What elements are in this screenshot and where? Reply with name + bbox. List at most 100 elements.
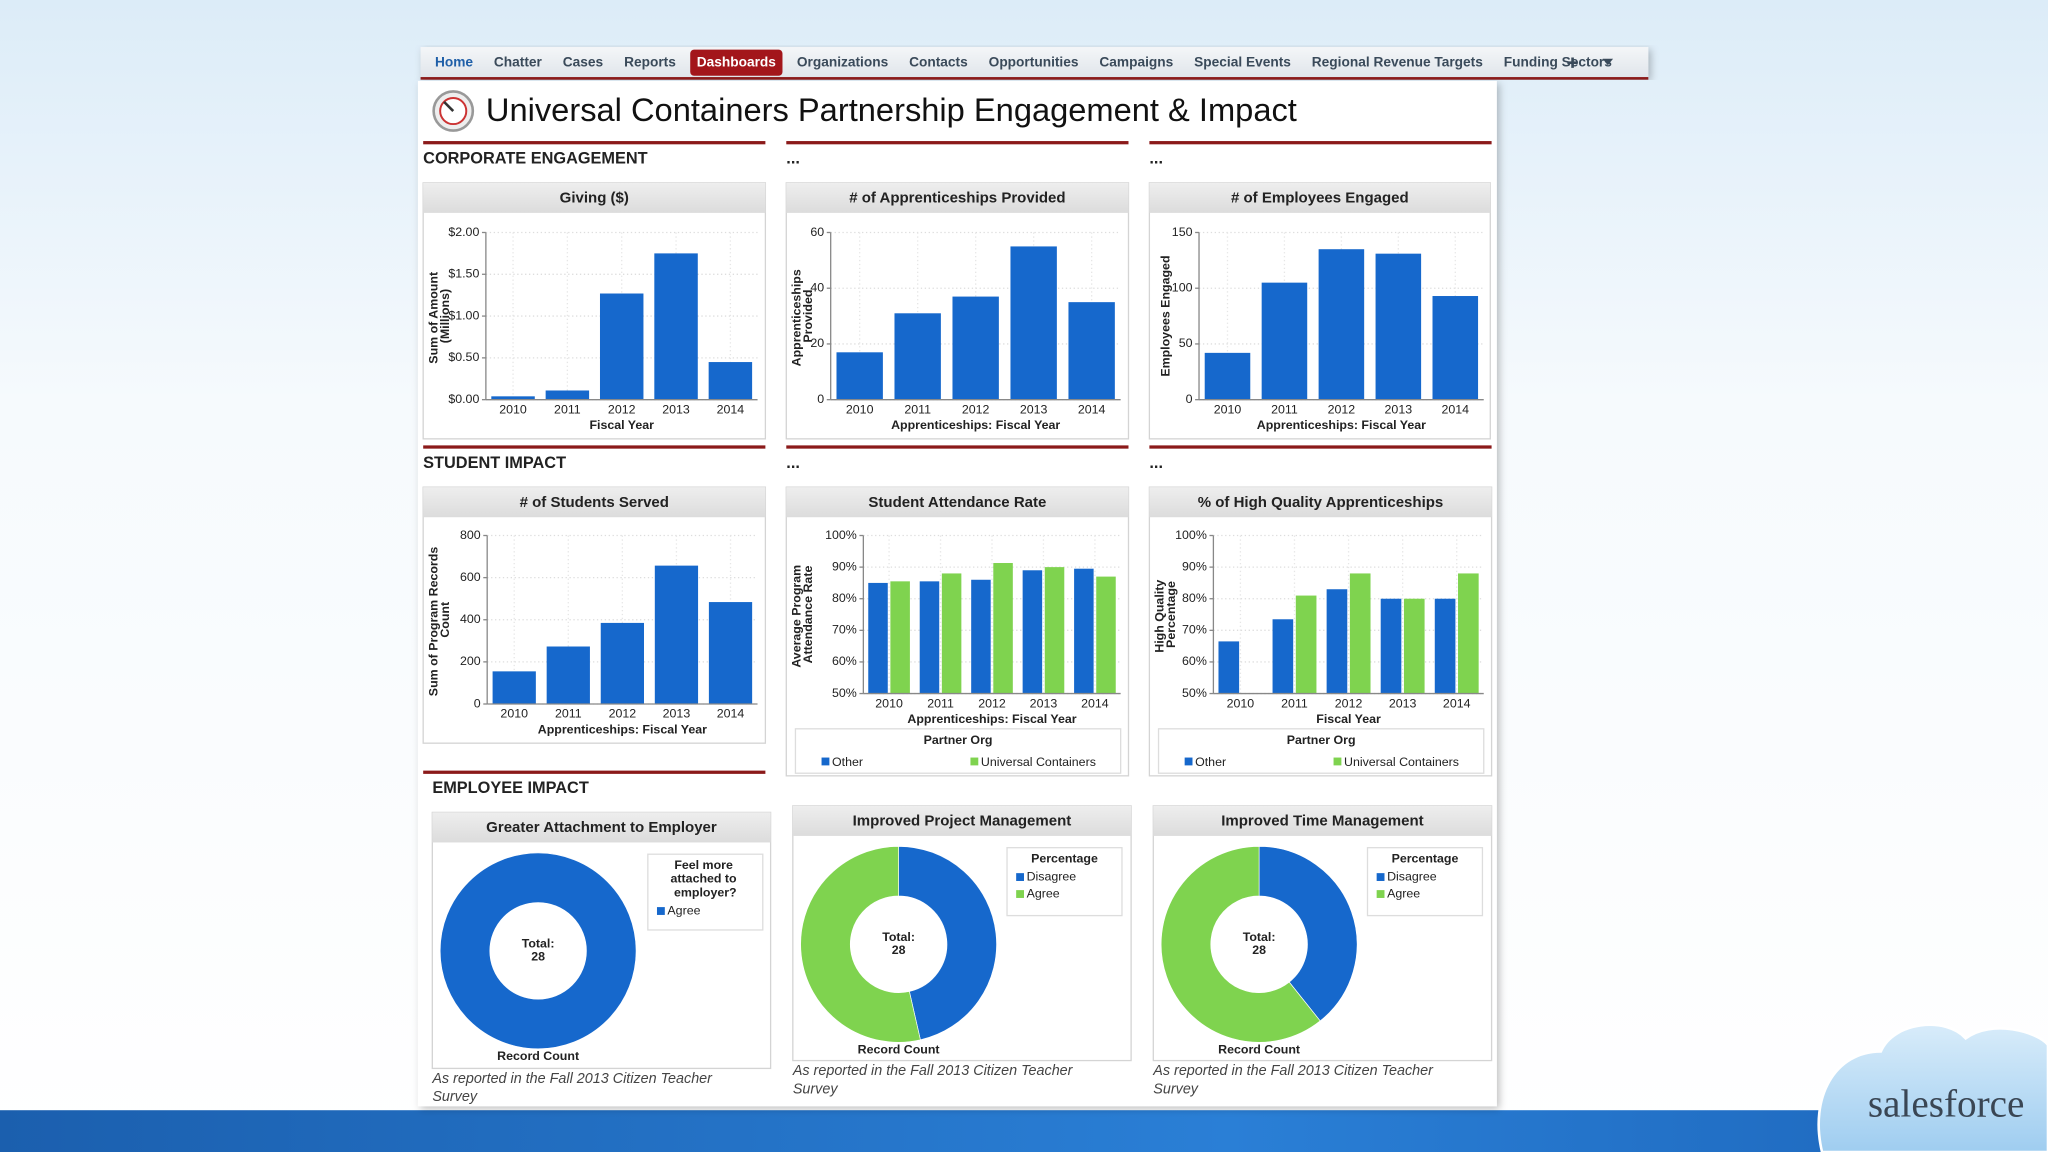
x-tick-label: 2014 (1441, 402, 1469, 416)
legend-label: Other (832, 755, 863, 769)
nav-item[interactable]: Cases (563, 54, 604, 69)
x-tick-label: 2012 (1335, 696, 1363, 710)
bar (971, 579, 991, 694)
x-tick-label: 2010 (1227, 696, 1255, 710)
bar (600, 622, 644, 704)
nav-item[interactable]: Organizations (797, 54, 889, 69)
x-tick-label: 2012 (1328, 402, 1356, 416)
brand-logo: salesforce (1868, 1083, 2025, 1126)
nav-more[interactable] (1602, 58, 1614, 66)
x-tick-label: 2010 (499, 402, 527, 416)
chart-title: Improved Time Management (1221, 813, 1423, 830)
y-tick-label: 400 (460, 612, 481, 626)
legend-title: Feel more attached to employer? (671, 858, 741, 899)
nav-item[interactable]: Reports (624, 54, 676, 69)
x-axis-label: Fiscal Year (1316, 712, 1381, 726)
chart-header (786, 182, 1129, 213)
y-axis-label: Sum of Amount (Millions) (427, 268, 453, 363)
nav-item[interactable]: Home (435, 54, 473, 69)
y-tick-label: 50 (1179, 336, 1193, 350)
nav-item[interactable]: Contacts (909, 54, 968, 69)
x-tick-label: 2011 (555, 707, 582, 721)
center-total: 28 (531, 950, 545, 964)
legend-box (794, 728, 1122, 774)
legend-swatch (1376, 890, 1385, 898)
bar (1074, 568, 1094, 694)
bar (1318, 249, 1365, 400)
nav-item[interactable]: Special Events (1194, 54, 1291, 69)
bar (1068, 302, 1115, 400)
section-rule (423, 141, 766, 145)
bar (952, 296, 999, 400)
chart-title: Student Attendance Rate (868, 494, 1046, 511)
x-tick-label: 2011 (927, 696, 954, 710)
chart-title: Improved Project Management (853, 813, 1072, 830)
nav-item[interactable]: Regional Revenue Targets (1312, 54, 1483, 69)
chart-header (792, 805, 1132, 836)
chart-note: As reported in the Fall 2013 Citizen Tea… (792, 1063, 1077, 1097)
bar (708, 362, 753, 400)
bar (1204, 352, 1251, 400)
y-tick-label: 70% (832, 623, 857, 637)
section-header: ... (786, 454, 800, 472)
y-axis-label: Average Program Attendance Rate (790, 561, 816, 667)
bar (1458, 573, 1479, 694)
chart-title: # of Employees Engaged (1231, 189, 1409, 206)
bar (1218, 641, 1240, 694)
chart-title: # of Apprenticeships Provided (849, 189, 1065, 206)
y-tick-label: 600 (460, 570, 481, 584)
legend-box (1006, 847, 1123, 917)
section-rule (423, 770, 766, 774)
section-header: EMPLOYEE IMPACT (432, 779, 589, 797)
x-tick-label: 2010 (846, 402, 874, 416)
bar (1326, 589, 1348, 694)
nav-item[interactable]: Opportunities (989, 54, 1079, 69)
section-rule (786, 141, 1129, 145)
legend-title: Partner Org (1287, 733, 1356, 747)
y-tick-label: 800 (460, 528, 481, 542)
bar (1044, 567, 1065, 694)
legend-title: Percentage (1392, 852, 1459, 866)
y-tick-label: 90% (1182, 559, 1207, 573)
bar (492, 671, 536, 704)
x-axis-label: Apprenticeships: Fiscal Year (907, 712, 1076, 726)
nav-item[interactable]: Dashboards (697, 54, 777, 69)
y-axis-label: Employees Engaged (1159, 255, 1173, 376)
nav-add[interactable] (1567, 57, 1578, 68)
legend-box (647, 853, 764, 931)
x-tick-label: 2013 (1389, 696, 1417, 710)
nav-item[interactable]: Funding Sectors (1504, 54, 1612, 69)
legend-box (1366, 847, 1484, 917)
donut-slice (800, 846, 921, 1043)
y-axis-label: Sum of Program Records Count (427, 543, 453, 696)
y-tick-label: 40 (810, 280, 824, 294)
x-tick-label: 2014 (717, 707, 745, 721)
y-tick-label: $0.50 (448, 350, 479, 364)
y-tick-label: 60% (1182, 654, 1207, 668)
y-tick-label: 80% (832, 591, 857, 605)
center-total: 28 (892, 943, 906, 957)
bar (1403, 598, 1425, 694)
legend-label: Agree (1027, 886, 1060, 900)
y-tick-label: $1.00 (448, 308, 479, 322)
y-tick-label: 100% (825, 528, 857, 542)
chart-header (1149, 487, 1492, 518)
chart-header (1149, 182, 1491, 213)
bar (919, 581, 940, 694)
x-tick-label: 2014 (1443, 696, 1471, 710)
legend-swatch (1016, 873, 1024, 881)
donut-slice (1160, 846, 1321, 1043)
chart-note: As reported in the Fall 2013 Citizen Tea… (431, 1071, 716, 1105)
section-header: ... (786, 150, 800, 168)
chart-header (432, 812, 771, 843)
dashboard-icon (432, 90, 475, 132)
y-tick-label: 0 (1186, 392, 1193, 406)
nav-item[interactable]: Campaigns (1099, 54, 1173, 69)
section-header: ... (1149, 150, 1163, 168)
section-rule (423, 445, 766, 449)
x-tick-label: 2014 (717, 402, 745, 416)
bar (1432, 296, 1479, 400)
chart-note: As reported in the Fall 2013 Citizen Tea… (1152, 1063, 1437, 1097)
nav-item[interactable]: Chatter (494, 54, 543, 69)
